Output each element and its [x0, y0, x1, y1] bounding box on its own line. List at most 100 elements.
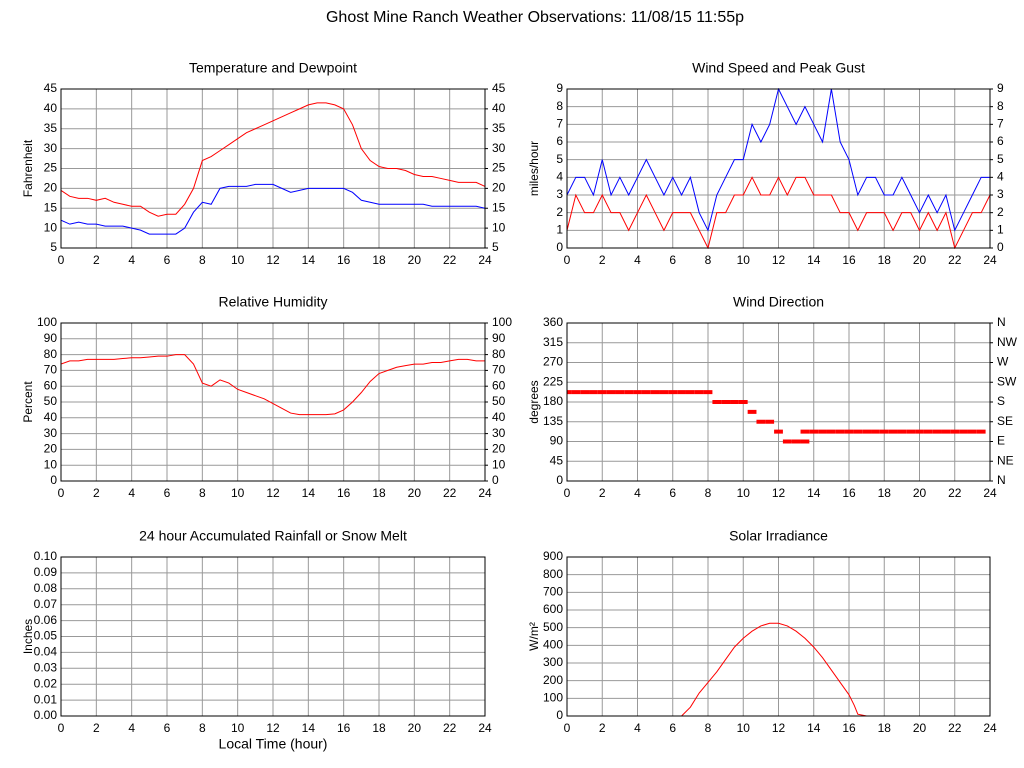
- direction-mark: [650, 390, 660, 395]
- direction-mark: [633, 390, 642, 395]
- y-tick-label: 400: [543, 638, 563, 652]
- y-tick-label: 500: [543, 620, 563, 634]
- direction-mark: [782, 439, 792, 444]
- y-tick-label: 10: [44, 220, 58, 234]
- y-tick-label: 0.00: [34, 708, 58, 722]
- plot-frame: [60, 88, 486, 249]
- x-tick-label: 16: [337, 486, 351, 500]
- y-tick-label: 20: [44, 442, 58, 456]
- y2-tick-label: 50: [492, 394, 506, 408]
- x-tick-label: 0: [564, 486, 571, 500]
- x-tick-label: 4: [128, 253, 135, 267]
- y-tick-label: 300: [543, 655, 563, 669]
- x-tick-label: 10: [231, 253, 245, 267]
- y-tick-label: 315: [543, 335, 563, 349]
- x-tick-label: 4: [634, 721, 641, 735]
- plot-frame: [566, 88, 991, 249]
- plot-frame: [566, 322, 991, 482]
- y-tick-label: 40: [44, 410, 58, 424]
- y2-tick-label: 6: [997, 134, 1004, 148]
- y-tick-label: 45: [550, 453, 564, 467]
- y-tick-label: 200: [543, 673, 563, 687]
- y-tick-label: 0.08: [34, 581, 58, 595]
- y-tick-label: 80: [44, 347, 58, 361]
- x-tick-label: 0: [58, 253, 65, 267]
- y-tick-label: 900: [543, 549, 563, 563]
- direction-mark: [800, 429, 810, 434]
- direction-mark: [580, 390, 590, 395]
- y-axis-label: W/m²: [527, 622, 541, 651]
- y2-tick-label: 9: [997, 81, 1004, 95]
- plot-area: [61, 102, 485, 235]
- chart-title: Temperature and Dewpoint: [189, 60, 357, 76]
- y-tick-label: 70: [44, 363, 58, 377]
- y-tick-label: 90: [44, 331, 58, 345]
- x-tick-label: 4: [634, 486, 641, 500]
- y2-tick-label: 15: [492, 200, 506, 214]
- x-tick-label: 16: [337, 253, 351, 267]
- y-tick-label: 0.10: [34, 549, 58, 563]
- y-axis-label: degrees: [527, 380, 541, 423]
- y-tick-label: 0.09: [34, 565, 58, 579]
- plot-frame: [566, 556, 991, 717]
- x-tick-label: 12: [266, 486, 280, 500]
- x-tick-label: 22: [948, 253, 962, 267]
- y-tick-label: 15: [44, 200, 58, 214]
- y2-tick-label: E: [997, 434, 1005, 448]
- y2-tick-label: N: [997, 473, 1006, 487]
- x-tick-label: 24: [983, 721, 997, 735]
- y2-tick-label: 20: [492, 181, 506, 195]
- x-tick-label: 16: [842, 721, 856, 735]
- y2-tick-label: 4: [997, 170, 1004, 184]
- plot-area: [567, 622, 990, 717]
- y-axis-label: miles/hour: [527, 141, 541, 196]
- direction-mark: [826, 429, 836, 434]
- x-tick-label: 8: [705, 486, 712, 500]
- data-line: [61, 102, 485, 217]
- x-tick-label: 14: [807, 253, 821, 267]
- direction-mark: [606, 390, 616, 395]
- direction-mark: [923, 429, 933, 434]
- y2-tick-label: 40: [492, 410, 506, 424]
- y-tick-label: 360: [543, 315, 563, 329]
- y2-tick-label: 10: [492, 220, 506, 234]
- y-tick-label: 0.06: [34, 613, 58, 627]
- direction-mark: [888, 429, 898, 434]
- y2-tick-label: W: [997, 355, 1009, 369]
- direction-mark: [915, 429, 924, 434]
- y2-tick-label: 25: [492, 161, 506, 175]
- y2-tick-label: SE: [997, 414, 1013, 428]
- x-tick-label: 18: [372, 721, 386, 735]
- y2-tick-label: 70: [492, 363, 506, 377]
- x-tick-label: 0: [564, 721, 571, 735]
- y2-tick-label: 2: [997, 205, 1004, 219]
- x-axis-label: Local Time (hour): [219, 736, 328, 752]
- chart-title: 24 hour Accumulated Rainfall or Snow Mel…: [139, 528, 407, 544]
- direction-mark: [871, 429, 880, 434]
- x-tick-label: 8: [199, 486, 206, 500]
- page-title: Ghost Mine Ranch Weather Observations: 1…: [326, 9, 744, 26]
- direction-mark: [932, 429, 942, 434]
- y-tick-label: 0.04: [34, 645, 58, 659]
- x-tick-label: 14: [302, 253, 316, 267]
- x-tick-label: 22: [948, 486, 962, 500]
- direction-mark: [615, 390, 625, 395]
- direction-mark: [567, 390, 572, 395]
- chart-title: Solar Irradiance: [729, 528, 828, 544]
- direction-mark: [800, 439, 810, 444]
- y-tick-label: 6: [556, 134, 563, 148]
- y-tick-label: 0.07: [34, 597, 58, 611]
- direction-mark: [747, 409, 757, 414]
- x-tick-label: 20: [913, 721, 927, 735]
- x-tick-label: 4: [128, 721, 135, 735]
- x-tick-label: 22: [443, 253, 457, 267]
- direction-mark: [694, 390, 704, 395]
- y-tick-label: 270: [543, 355, 563, 369]
- x-tick-label: 20: [408, 721, 422, 735]
- y2-tick-label: 5: [492, 240, 499, 254]
- x-tick-label: 18: [372, 486, 386, 500]
- y-tick-label: 0: [50, 473, 57, 487]
- chart-title: Wind Speed and Peak Gust: [692, 60, 865, 76]
- x-tick-label: 14: [302, 721, 316, 735]
